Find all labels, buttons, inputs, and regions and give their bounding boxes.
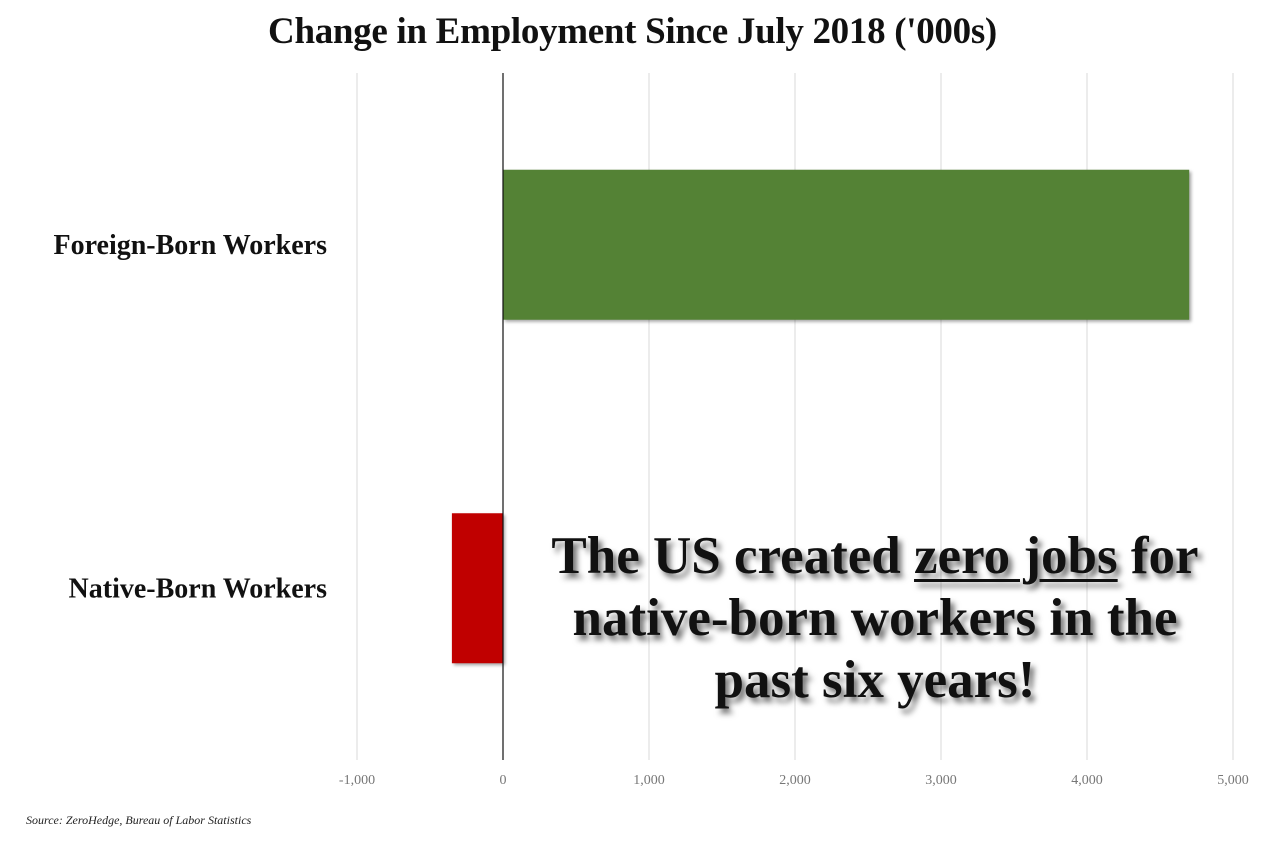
x-tick-label: -1,000 xyxy=(339,773,375,788)
x-tick-label: 0 xyxy=(500,773,507,788)
x-tick-labels: -1,000 0 1,000 2,000 3,000 4,000 5,000 xyxy=(339,773,1249,788)
x-tick-label: 5,000 xyxy=(1217,773,1249,788)
category-label: Native-Born Workers xyxy=(69,573,328,604)
annotation-after: for native-born workers in the past six … xyxy=(572,527,1199,709)
x-tick-label: 3,000 xyxy=(925,773,957,788)
x-tick-label: 2,000 xyxy=(779,773,811,788)
annotation-underlined: zero jobs xyxy=(914,527,1118,585)
bars xyxy=(451,169,1190,664)
bar xyxy=(451,513,503,664)
source-note: Source: ZeroHedge, Bureau of Labor Stati… xyxy=(26,813,252,827)
annotation-before: The US created xyxy=(551,527,915,585)
chart-title: Change in Employment Since July 2018 ('0… xyxy=(268,11,997,52)
annotation-text: The US created zero jobs for native-born… xyxy=(540,525,1210,711)
category-label: Foreign-Born Workers xyxy=(53,230,327,261)
bar xyxy=(503,169,1190,320)
x-tick-label: 1,000 xyxy=(633,773,665,788)
category-labels: Foreign-Born Workers Native-Born Workers xyxy=(53,230,327,605)
x-tick-label: 4,000 xyxy=(1071,773,1103,788)
